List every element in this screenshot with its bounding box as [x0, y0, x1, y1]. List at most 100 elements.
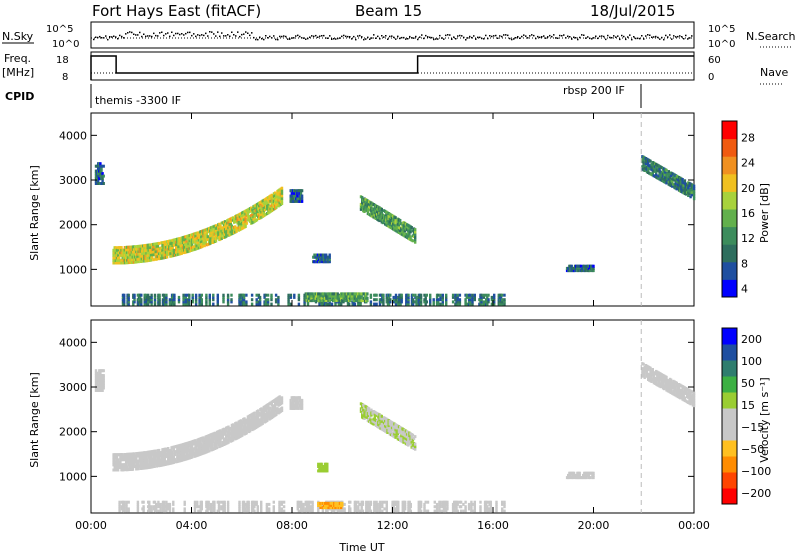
noise-sky-point: [361, 36, 363, 38]
noise-sky-point: [251, 32, 253, 34]
noise-sky-point: [343, 35, 345, 37]
scatter-cell: [281, 189, 283, 192]
scatter-cell: [172, 451, 174, 454]
colorbar-swatch: [722, 488, 737, 505]
scatter-cell: [256, 294, 258, 297]
noise-sky-point: [247, 33, 249, 35]
scatter-cell: [397, 501, 399, 504]
scatter-cell: [503, 510, 505, 513]
scatter-cell: [349, 507, 351, 510]
noise-sky-point: [153, 33, 155, 35]
freq-tick-low: 8: [62, 72, 68, 83]
noise-sky-point: [673, 35, 675, 37]
noise-sky-point: [567, 36, 569, 38]
noise-sky-point: [407, 38, 409, 40]
scatter-cell: [283, 501, 285, 504]
scatter-cell: [503, 298, 505, 301]
noise-sky-point: [315, 35, 317, 37]
scatter-cell: [301, 399, 303, 402]
scatter-cell: [693, 392, 695, 395]
noise-sky-point: [131, 32, 133, 34]
noise-sky-point: [577, 39, 579, 41]
noise-sky-point: [391, 35, 393, 37]
scatter-cell: [642, 363, 644, 366]
scatter-cell: [188, 294, 190, 297]
scatter-cell: [466, 294, 468, 297]
scatter-cell: [238, 501, 240, 504]
noise-sky-point: [419, 36, 421, 38]
scatter-cell: [296, 399, 298, 402]
scatter-cell: [294, 404, 296, 407]
noise-sky-point: [563, 34, 565, 36]
noise-sky-point: [475, 38, 477, 40]
noise-sky-point: [459, 35, 461, 37]
noise-sky-point: [121, 36, 123, 38]
colorbar-tick-label: 8: [741, 257, 748, 270]
scatter-cell: [208, 501, 210, 504]
scatter-cell: [185, 294, 187, 297]
scatter-cell: [147, 458, 149, 461]
scatter-cell: [103, 369, 105, 372]
x-tick-label: 04:00: [176, 519, 208, 532]
noise-sky-point: [549, 35, 551, 37]
scatter-cell: [254, 412, 256, 415]
scatter-cell: [394, 216, 396, 219]
scatter-cell: [446, 501, 448, 504]
scatter-cell: [589, 476, 591, 479]
noise-sky-point: [561, 35, 563, 37]
noise-sky-point: [257, 39, 259, 41]
scatter-cell: [118, 501, 120, 504]
scatter-cell: [291, 192, 293, 195]
noise-sky-point: [101, 37, 103, 39]
scatter-cell: [293, 294, 295, 297]
noise-sky-point: [255, 39, 257, 41]
scatter-cell: [655, 173, 657, 176]
noise-sky-point: [425, 35, 427, 37]
scatter-cell: [501, 501, 503, 504]
noise-sky-point: [433, 39, 435, 41]
noise-sky-point: [613, 35, 615, 37]
scatter-cell: [373, 298, 375, 301]
scatter-cell: [366, 292, 368, 295]
noise-sky-point: [543, 35, 545, 37]
noise-sky-point: [269, 36, 271, 38]
scatter-cell: [426, 300, 428, 303]
scatter-cell: [244, 217, 246, 220]
scatter-cell: [152, 246, 154, 249]
nsky-label: N.Sky: [2, 30, 34, 43]
noise-sky-point: [353, 36, 355, 38]
y-tick-label: 3000: [59, 381, 87, 394]
noise-panel: N.Sky 10^5 10^0 10^5 10^0 N.Search: [2, 22, 796, 50]
colorbar-tick-label: 20: [741, 182, 755, 195]
scatter-cell: [375, 303, 377, 306]
y-tick-label: 4000: [59, 336, 87, 349]
noise-sky-point: [211, 31, 213, 33]
scatter-cell: [212, 294, 214, 297]
scatter-cell: [267, 298, 269, 301]
scatter-cell: [275, 206, 277, 209]
noise-sky-point: [689, 37, 691, 39]
scatter-cell: [262, 419, 264, 422]
noise-sky-point: [279, 36, 281, 38]
scatter-cell: [293, 192, 295, 195]
scatter-cell: [266, 503, 268, 506]
scatter-cell: [294, 200, 296, 203]
scatter-cell: [436, 503, 438, 506]
scatter-cell: [381, 501, 383, 504]
noise-sky-point: [359, 35, 361, 37]
scatter-cell: [182, 294, 184, 297]
noise-sky-point: [455, 38, 457, 40]
noise-sky-point: [225, 35, 227, 37]
noise-sky-point: [679, 35, 681, 37]
scatter-cell: [366, 297, 368, 300]
noise-sky-point: [163, 35, 165, 37]
scatter-cell: [142, 501, 144, 504]
noise-sky-point: [557, 38, 559, 40]
scatter-cell: [103, 175, 105, 178]
scatter-cell: [483, 294, 485, 297]
scatter-cell: [326, 463, 328, 466]
noise-sky-point: [581, 34, 583, 36]
noise-sky-point: [621, 35, 623, 37]
noise-sky-point: [401, 37, 403, 39]
noise-sky-point: [593, 37, 595, 39]
